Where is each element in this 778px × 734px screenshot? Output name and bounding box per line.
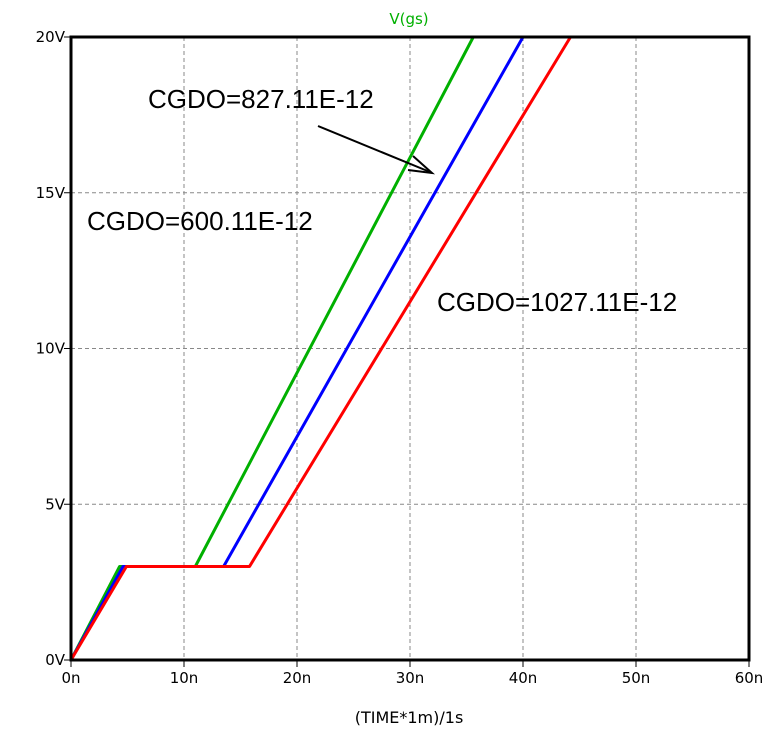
series-line-2 xyxy=(69,36,572,661)
x-tick-label: 0n xyxy=(61,669,80,687)
annotation-arrow-head xyxy=(407,155,436,175)
tick-layer: 0n 10n 20n 30n 40n 50n 60n 0V 5V 10V 15V 20V xyxy=(36,28,764,687)
series-layer xyxy=(69,36,572,661)
y-tick-label: 5V xyxy=(45,495,66,513)
x-tick-label: 10n xyxy=(170,669,199,687)
legend-series-vgs: V(gs) xyxy=(389,10,428,28)
x-tick-label: 60n xyxy=(735,669,764,687)
annotation-cgdo-1027: CGDO=1027.11E-12 xyxy=(437,287,677,317)
y-tick-label: 20V xyxy=(36,28,66,46)
x-tick-label: 50n xyxy=(622,669,651,687)
x-tick-label: 30n xyxy=(396,669,425,687)
y-tick-label: 15V xyxy=(36,184,66,202)
x-axis-title: (TIME*1m)/1s xyxy=(355,708,464,727)
annotation-cgdo-827: CGDO=827.11E-12 xyxy=(148,84,374,114)
annotation-arrow-line xyxy=(317,125,431,173)
x-tick-label: 20n xyxy=(283,669,312,687)
annotation-cgdo-600: CGDO=600.11E-12 xyxy=(87,206,313,236)
x-tick-label: 40n xyxy=(509,669,538,687)
y-tick-label: 0V xyxy=(45,651,66,669)
y-tick-label: 10V xyxy=(36,340,66,358)
grid-layer xyxy=(71,37,749,660)
